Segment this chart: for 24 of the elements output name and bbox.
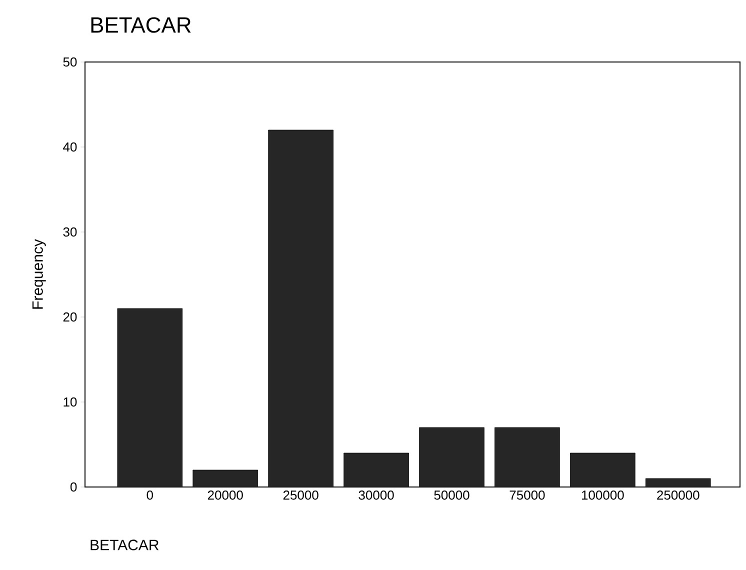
x-tick-label: 50000 (434, 490, 470, 500)
bar (117, 308, 182, 487)
y-axis-title: Frequency (32, 239, 46, 309)
y-tick-label: 0 (70, 482, 77, 492)
y-tick-label: 10 (64, 397, 77, 407)
bar (344, 452, 409, 487)
x-tick-label: 250000 (657, 490, 700, 500)
x-tick-label: 0 (146, 490, 154, 500)
x-tick-label: 75000 (510, 490, 545, 500)
bar (268, 130, 334, 487)
bar (419, 428, 484, 487)
bar (494, 428, 560, 487)
bar (570, 452, 636, 487)
x-tick-label: 100000 (582, 490, 624, 500)
x-tick-label: 25000 (283, 490, 318, 500)
y-tick-label: 50 (63, 57, 77, 67)
bar (192, 470, 258, 487)
x-axis-title: BETACAR (90, 540, 159, 550)
y-tick-label: 20 (63, 312, 77, 322)
x-tick-label: 30000 (358, 490, 394, 500)
x-tick-label: 20000 (208, 490, 243, 500)
chart-title: BETACAR (91, 17, 191, 33)
y-tick-label: 30 (63, 227, 77, 237)
y-tick-label: 40 (63, 142, 77, 152)
